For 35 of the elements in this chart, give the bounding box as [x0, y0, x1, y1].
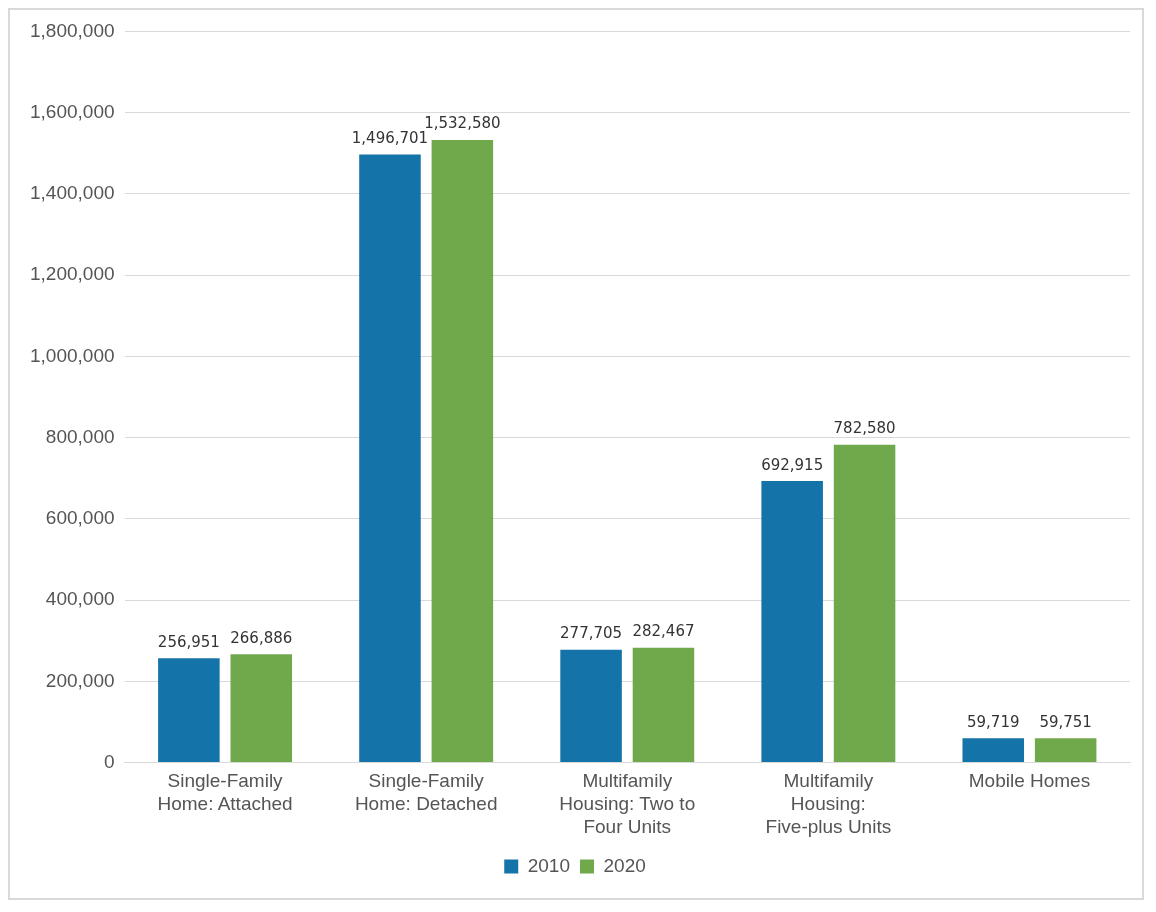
data-label: 256,951	[157, 632, 220, 651]
y-tick-label: 1,400,000	[29, 182, 115, 204]
legend-label: 2010	[527, 854, 571, 876]
x-tick-label: Mobile Homes	[968, 770, 1091, 792]
bar	[1034, 738, 1097, 763]
y-tick-label: 1,600,000	[29, 100, 115, 122]
y-tick-label: 400,000	[45, 588, 115, 610]
bar	[230, 654, 293, 763]
y-tick-label: 1,800,000	[29, 19, 115, 41]
y-tick-label: 200,000	[45, 669, 115, 691]
y-tick-label: 1,200,000	[29, 263, 115, 285]
data-label: 282,467	[632, 622, 695, 641]
x-tick-label: Single-Family Home: Attached	[157, 770, 293, 815]
data-label: 277,705	[560, 624, 623, 643]
data-label: 266,886	[230, 628, 293, 647]
bar	[560, 649, 622, 763]
bar	[158, 658, 220, 763]
y-tick-label: 600,000	[45, 507, 115, 529]
bar	[833, 444, 896, 763]
bar	[431, 140, 494, 763]
data-label: 59,719	[967, 712, 1020, 731]
bar	[761, 481, 823, 763]
legend-label: 2020	[603, 854, 646, 876]
x-tick-label: Single-Family Home: Detached	[354, 770, 498, 815]
y-tick-label: 800,000	[45, 425, 115, 447]
y-tick-label: 0	[103, 750, 115, 772]
x-tick-label: Multifamily Housing: Two to Four Units	[559, 770, 696, 837]
y-tick-label: 1,000,000	[29, 344, 115, 366]
bar	[359, 154, 421, 763]
bar	[632, 647, 695, 763]
x-tick-label: Multifamily Housing: Five-plus Units	[765, 770, 892, 837]
data-label: 59,751	[1039, 712, 1092, 731]
bar	[962, 738, 1025, 763]
data-label: 782,580	[833, 419, 896, 438]
data-label: 692,915	[761, 455, 824, 474]
